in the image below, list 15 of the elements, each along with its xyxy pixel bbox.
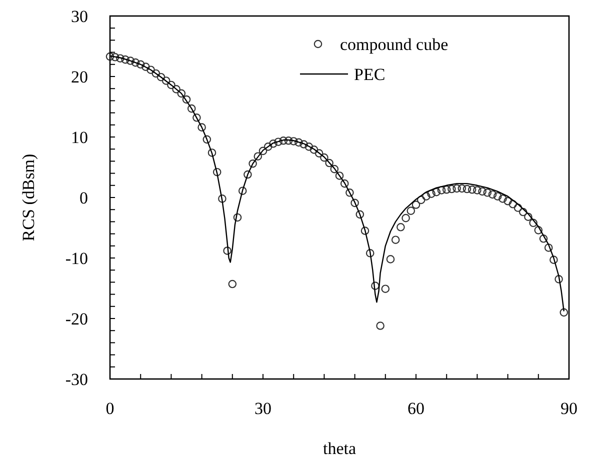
y-tick-label: -20	[65, 309, 88, 328]
legend-label: PEC	[354, 64, 386, 84]
legend-label: compound cube	[340, 34, 448, 54]
y-tick-label: -10	[65, 248, 88, 268]
y-tick-label: 10	[71, 128, 88, 147]
x-tick-label: 30	[254, 399, 272, 418]
y-tick-label: 20	[71, 67, 88, 86]
x-axis-title: theta	[322, 439, 356, 458]
x-tick-label: 0	[106, 399, 114, 418]
x-tick-label: 90	[560, 399, 578, 418]
y-tick-label: -30	[65, 370, 88, 389]
y-axis-title: RCS (dBsm)	[19, 154, 38, 242]
y-tick-label: 0	[80, 188, 88, 208]
y-tick-label: 30	[71, 6, 88, 26]
x-tick-label: 60	[408, 399, 424, 418]
